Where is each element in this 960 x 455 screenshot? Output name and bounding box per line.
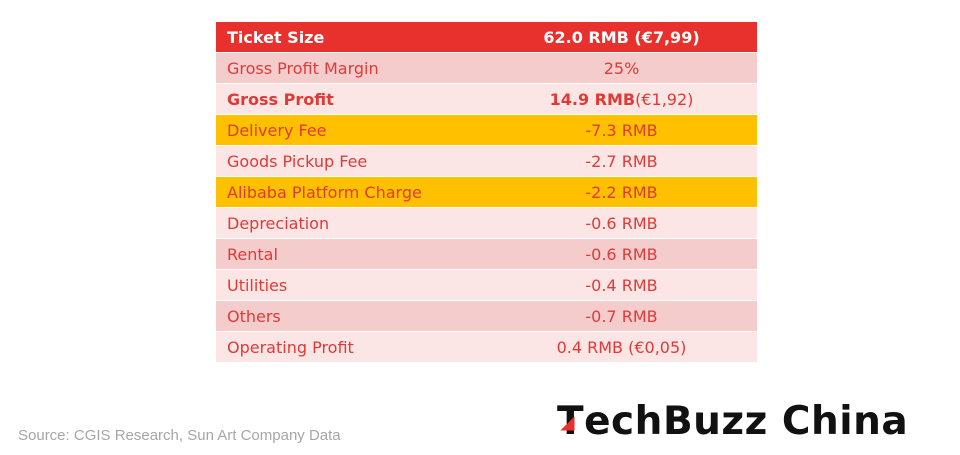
table-row: Alibaba Platform Charge -2.2 RMB: [216, 177, 757, 207]
row-value: 14.9 RMB (€1,92): [549, 89, 694, 109]
row-label: Depreciation: [227, 213, 330, 233]
row-value: 62.0 RMB (€7,99): [543, 27, 700, 47]
row-label: Alibaba Platform Charge: [227, 182, 422, 202]
row-label: Others: [227, 306, 281, 326]
table-row: Rental -0.6 RMB: [216, 239, 757, 269]
row-label: Gross Profit Margin: [227, 58, 379, 78]
logo-first-letter: T: [557, 398, 585, 444]
row-value: 0.4 RMB (€0,05): [556, 337, 687, 357]
row-label: Ticket Size: [227, 27, 325, 47]
table-row: Depreciation -0.6 RMB: [216, 208, 757, 238]
row-label: Utilities: [227, 275, 288, 295]
table-row: Goods Pickup Fee -2.7 RMB: [216, 146, 757, 176]
row-value: -2.7 RMB: [585, 151, 658, 171]
row-label: Operating Profit: [227, 337, 354, 357]
row-value: -0.4 RMB: [585, 275, 658, 295]
row-value: -0.7 RMB: [585, 306, 658, 326]
row-value: 25%: [603, 58, 640, 78]
row-value: -0.6 RMB: [585, 244, 658, 264]
row-label: Delivery Fee: [227, 120, 327, 140]
source-note: Source: CGIS Research, Sun Art Company D…: [18, 427, 341, 444]
row-label: Rental: [227, 244, 278, 264]
table-header-row: Ticket Size 62.0 RMB (€7,99): [216, 22, 757, 52]
row-value: -0.6 RMB: [585, 213, 658, 233]
table-row: Others -0.7 RMB: [216, 301, 757, 331]
table-row: Gross Profit 14.9 RMB (€1,92): [216, 84, 757, 114]
table-row: Utilities -0.4 RMB: [216, 270, 757, 300]
table-row: Delivery Fee -7.3 RMB: [216, 115, 757, 145]
row-value: -7.3 RMB: [585, 120, 658, 140]
row-value: -2.2 RMB: [585, 182, 658, 202]
cost-breakdown-table: Ticket Size 62.0 RMB (€7,99) Gross Profi…: [216, 22, 757, 363]
table-row: Operating Profit 0.4 RMB (€0,05): [216, 332, 757, 362]
row-label: Gross Profit: [227, 89, 334, 109]
row-label: Goods Pickup Fee: [227, 151, 368, 171]
table-row: Gross Profit Margin 25%: [216, 53, 757, 83]
